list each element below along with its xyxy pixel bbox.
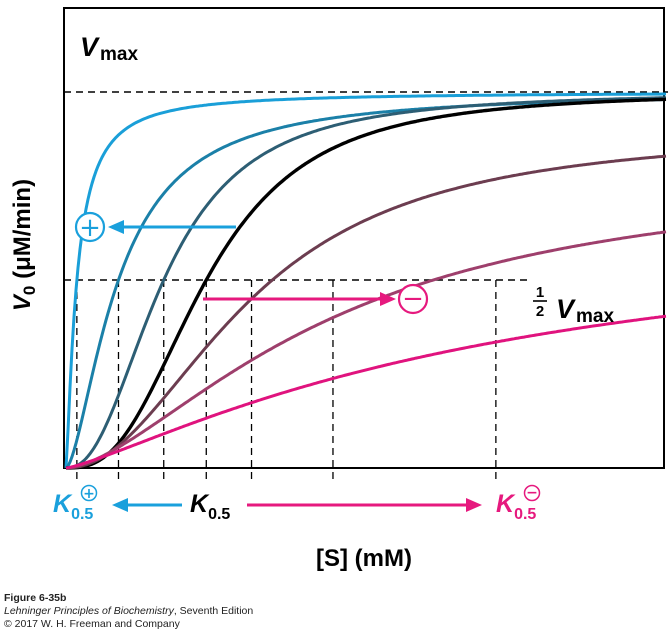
svg-text:K0.5: K0.5: [53, 490, 93, 523]
k-inhibitor-sup: −: [526, 485, 538, 501]
vmax-subscript: max: [100, 44, 138, 65]
guide-lines: [64, 91, 668, 480]
book-credit: Lehninger Principles of Biochemistry, Se…: [4, 605, 254, 617]
inhibitor-marker: −: [397, 283, 429, 315]
k-activator-arrow-head: [112, 498, 128, 512]
copyright: © 2017 W. H. Freeman and Company: [4, 618, 180, 630]
vmax-symbol: V: [80, 32, 100, 62]
y-axis-subscript: 0: [20, 286, 39, 295]
k-activator-sup: +: [83, 486, 95, 502]
curve-activator: [64, 98, 666, 470]
curve-activator: [66, 96, 666, 470]
k-reference-label: K0.5: [190, 490, 230, 523]
half-denominator: 2: [536, 303, 544, 320]
inhibitor-shift-arrow-head: [380, 292, 396, 306]
activator-sign: +: [79, 213, 101, 243]
y-axis-label: V0 (μM/min): [9, 179, 39, 311]
k-inhibitor-label: K0.5 −: [496, 484, 541, 523]
curve-activator: [64, 92, 666, 469]
velocity-curves: [64, 92, 667, 470]
k-activator-label: K0.5 +: [53, 484, 98, 523]
activator-marker: +: [74, 211, 106, 243]
k-inhibitor-arrow-head: [466, 498, 482, 512]
shift-arrows: [108, 220, 482, 512]
inhibitor-sign: −: [402, 284, 424, 314]
curve-inhibitor: [65, 314, 667, 470]
half-vmax-subscript: max: [576, 306, 614, 327]
plot-frame: [63, 7, 665, 469]
curve-inhibitor: [66, 154, 667, 470]
plot-border: [63, 7, 665, 469]
y-axis-symbol: V: [9, 293, 36, 311]
figure-number: Figure 6-35b: [4, 592, 67, 604]
svg-text:K0.5: K0.5: [190, 490, 230, 523]
svg-text:K0.5: K0.5: [496, 490, 536, 523]
half-vmax-symbol: V: [556, 294, 576, 324]
activator-shift-arrow-head: [108, 220, 124, 234]
y-axis-units: (μM/min): [9, 179, 36, 286]
x-axis-label: [S] (mM): [316, 545, 412, 572]
curve-reference: [66, 97, 667, 470]
curve-inhibitor: [65, 230, 667, 470]
half-numerator: 1: [536, 284, 544, 301]
